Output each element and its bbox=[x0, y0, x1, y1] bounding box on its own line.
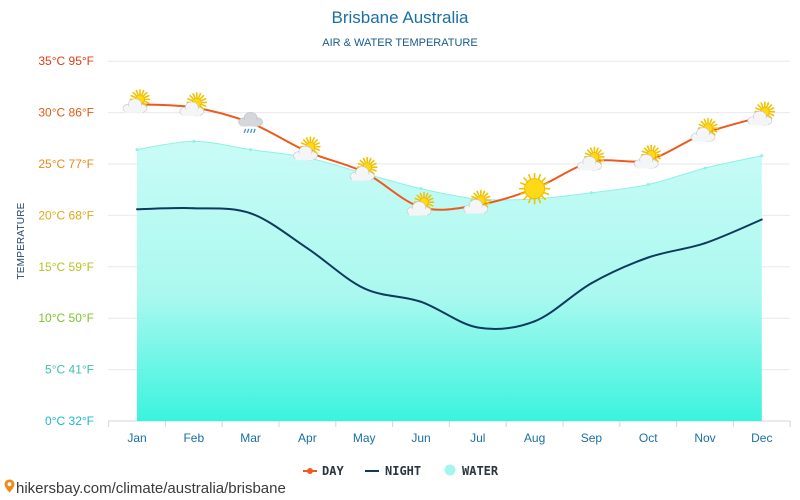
water-line bbox=[136, 140, 762, 201]
source-text: hikersbay.com/climate/australia/brisbane bbox=[16, 480, 286, 497]
y-axis-ticks: 0°C 32°F 5°C 41°F 10°C 50°F 15°C 59°F 20°C 6… bbox=[38, 54, 94, 428]
night-point bbox=[192, 207, 195, 210]
night-point bbox=[420, 300, 422, 303]
legend-item-water[interactable]: WATER bbox=[444, 464, 499, 478]
water-point bbox=[646, 183, 650, 187]
y-tick-label: 10°C 50°F bbox=[38, 311, 94, 325]
legend-item-night[interactable]: NIGHT bbox=[365, 464, 421, 478]
water-point bbox=[760, 154, 764, 158]
night-point bbox=[136, 208, 138, 211]
source-link[interactable]: hikersbay.com/climate/australia/brisbane bbox=[4, 479, 286, 497]
night-point bbox=[590, 282, 593, 285]
y-axis-title: TEMPERATURE bbox=[16, 202, 27, 279]
night-point bbox=[760, 218, 763, 221]
x-tick-label: Dec bbox=[751, 431, 772, 445]
y-tick-label: 20°C 68°F bbox=[38, 208, 94, 222]
y-tick-label: 25°C 77°F bbox=[38, 157, 94, 171]
night-series bbox=[136, 207, 763, 330]
night-line bbox=[136, 207, 763, 330]
y-tick-label: 5°C 41°F bbox=[45, 363, 94, 377]
y-tick-label: 30°C 86°F bbox=[38, 106, 94, 120]
x-tick-label: Sep bbox=[581, 431, 603, 445]
night-point bbox=[704, 242, 706, 245]
partly-cloudy-icon bbox=[293, 136, 321, 161]
x-tick-label: Apr bbox=[298, 431, 317, 445]
water-point bbox=[249, 148, 253, 152]
x-tick-label: Jun bbox=[411, 431, 430, 445]
partly-cloudy-icon bbox=[747, 101, 776, 126]
legend-label: WATER bbox=[462, 464, 499, 478]
x-tick-label: Mar bbox=[240, 431, 261, 445]
water-point bbox=[589, 191, 593, 195]
partly-cloudy-icon bbox=[179, 92, 208, 117]
x-axis-ticks: Jan Feb Mar Apr May Jun Jul Aug Sep Oct Nov Dec bbox=[108, 421, 791, 445]
y-tick-label: 35°C 95°F bbox=[38, 54, 94, 68]
night-point bbox=[647, 256, 650, 259]
night-point bbox=[363, 287, 366, 290]
x-tick-label: Oct bbox=[639, 431, 658, 445]
y-tick-label: 0°C 32°F bbox=[45, 414, 94, 428]
cloud-rain-icon bbox=[238, 112, 263, 134]
legend: DAY NIGHT WATER bbox=[303, 464, 499, 478]
legend-item-day[interactable]: DAY bbox=[303, 464, 344, 478]
x-tick-label: Jan bbox=[127, 431, 146, 445]
y-tick-label: 15°C 59°F bbox=[38, 260, 94, 274]
night-point bbox=[476, 326, 479, 329]
night-point bbox=[306, 247, 309, 250]
x-tick-label: Feb bbox=[183, 431, 204, 445]
x-tick-label: Jul bbox=[470, 431, 485, 445]
water-point bbox=[192, 139, 196, 143]
water-point bbox=[419, 187, 423, 191]
water-area bbox=[137, 141, 762, 421]
sun-icon bbox=[518, 172, 551, 205]
water-series bbox=[135, 139, 764, 421]
partly-cloudy-icon bbox=[577, 146, 605, 171]
legend-label: NIGHT bbox=[385, 464, 421, 478]
x-tick-label: Aug bbox=[524, 431, 545, 445]
weather-icons bbox=[122, 89, 776, 216]
partly-cloudy-icon bbox=[463, 189, 492, 214]
x-tick-label: Nov bbox=[694, 431, 715, 445]
partly-cloudy-icon bbox=[122, 89, 151, 114]
partly-cloudy-icon bbox=[690, 117, 719, 142]
water-point bbox=[135, 148, 139, 152]
x-tick-label: May bbox=[353, 431, 376, 445]
partly-cloudy-icon bbox=[633, 144, 662, 169]
night-point bbox=[533, 320, 536, 323]
legend-label: DAY bbox=[322, 464, 344, 478]
partly-cloudy-icon bbox=[349, 156, 378, 182]
location-pin-icon bbox=[4, 479, 16, 497]
partly-cloudy-icon bbox=[406, 191, 435, 216]
chart-subtitle: AIR & WATER TEMPERATURE bbox=[322, 37, 477, 49]
night-point bbox=[249, 212, 252, 215]
water-point bbox=[703, 166, 707, 170]
chart-title: Brisbane Australia bbox=[331, 8, 469, 27]
